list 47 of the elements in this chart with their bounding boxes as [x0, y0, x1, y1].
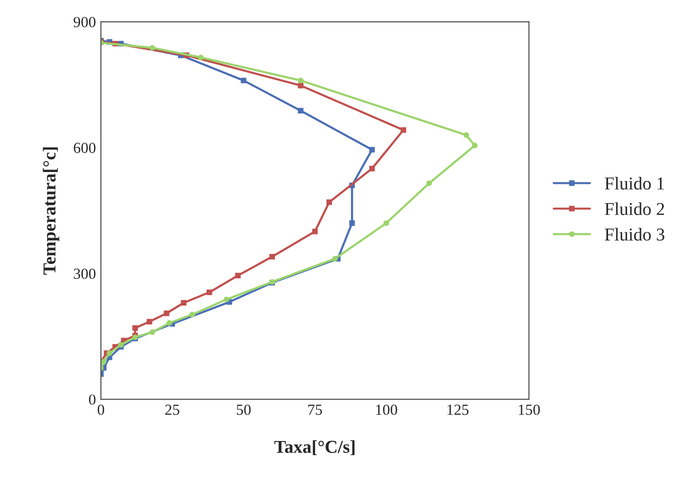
point: [118, 342, 124, 348]
point: [298, 108, 304, 114]
y-tick-label: 600: [74, 142, 96, 154]
legend-label: Fluido 1: [604, 176, 664, 190]
point: [146, 318, 152, 324]
y-tick-label: 300: [74, 268, 96, 279]
point: [166, 320, 172, 326]
y-axis-title: Temperatura[°c]: [42, 147, 60, 275]
point: [312, 228, 318, 234]
point: [463, 132, 469, 138]
point: [180, 300, 186, 306]
point: [472, 142, 478, 148]
y-tick-label: 0: [89, 394, 96, 405]
legend-label: Fluido 3: [604, 228, 664, 241]
point: [106, 350, 112, 356]
point: [100, 358, 107, 364]
point: [384, 220, 390, 226]
point: [198, 54, 204, 60]
point: [150, 45, 156, 51]
point: [400, 127, 406, 133]
point: [298, 82, 304, 88]
x-tick-label: 100: [376, 404, 398, 415]
x-tick-label: 125: [448, 404, 468, 415]
point: [240, 78, 246, 84]
x-tick-label: 0: [98, 404, 104, 415]
point: [426, 180, 432, 186]
x-tick-label: 50: [236, 404, 251, 415]
point: [349, 220, 355, 226]
point: [332, 256, 338, 262]
point: [235, 272, 241, 278]
point: [189, 312, 196, 318]
point: [269, 254, 275, 260]
point: [224, 296, 230, 302]
x-tick-label: 150: [518, 404, 540, 415]
point: [150, 329, 156, 335]
y-tick-label: 900: [74, 16, 96, 28]
point: [326, 199, 332, 205]
point: [164, 310, 170, 316]
x-tick-label: 75: [308, 404, 322, 415]
point: [369, 146, 375, 152]
legend-label: Fluido 2: [604, 202, 664, 216]
x-tick-label: 25: [165, 404, 180, 415]
point: [298, 78, 304, 84]
point: [369, 166, 375, 172]
point: [206, 290, 212, 296]
x-axis-title: Taxa[°C/s]: [274, 440, 355, 456]
point: [132, 325, 138, 331]
